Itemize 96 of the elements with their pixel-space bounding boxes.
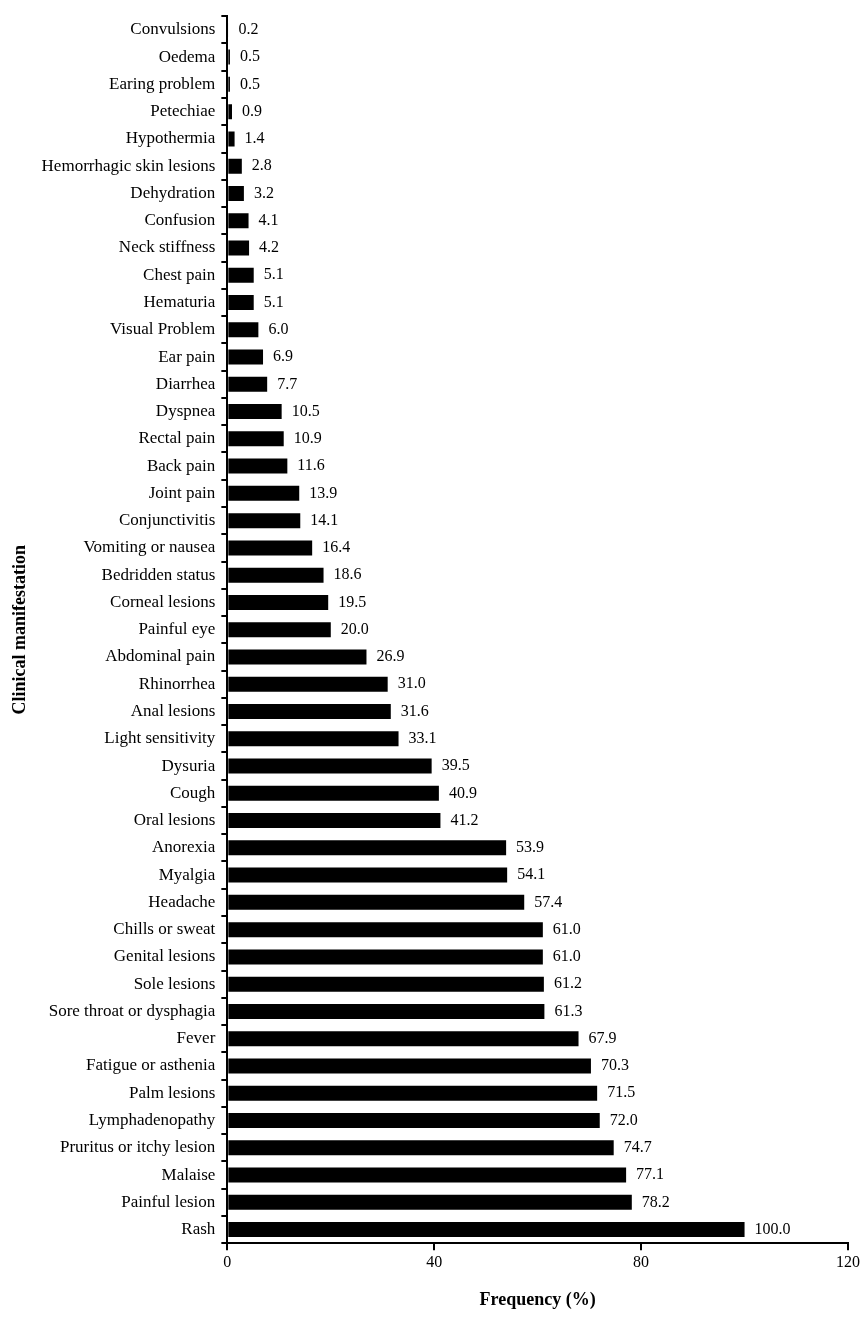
y-axis-title: Clinical manifestation bbox=[9, 544, 30, 715]
y-tick-label: Genital lesions bbox=[113, 946, 216, 966]
data-label: 57.4 bbox=[534, 892, 563, 910]
data-label: 10.5 bbox=[291, 401, 320, 419]
y-tick-label: Conjunctivitis bbox=[119, 510, 216, 530]
y-tick-label: Corneal lesions bbox=[110, 591, 216, 611]
y-tick-label: Petechiae bbox=[150, 101, 216, 121]
y-tick-label: Chest pain bbox=[143, 264, 216, 284]
data-label: 26.9 bbox=[376, 647, 405, 665]
y-tick-label: Anal lesions bbox=[130, 700, 216, 720]
y-tick-label: Diarrhea bbox=[155, 373, 216, 393]
data-label: 18.6 bbox=[333, 565, 362, 583]
y-tick-label: Cough bbox=[170, 782, 216, 802]
data-label: 0.2 bbox=[238, 20, 259, 38]
data-label: 16.4 bbox=[322, 538, 351, 556]
x-tick-label: 0 bbox=[223, 1253, 232, 1270]
data-label: 71.5 bbox=[607, 1083, 636, 1101]
y-tick-label: Neck stiffness bbox=[118, 237, 216, 257]
y-tick-label: Dysuria bbox=[161, 755, 216, 775]
data-label: 4.1 bbox=[258, 210, 279, 228]
x-tick-label: 120 bbox=[836, 1253, 860, 1270]
data-label: 0.5 bbox=[239, 74, 260, 92]
y-tick-label: Rhinorrhea bbox=[138, 673, 216, 693]
data-label: 61.0 bbox=[552, 947, 581, 965]
data-label: 13.9 bbox=[309, 483, 338, 501]
data-label: 14.1 bbox=[310, 510, 339, 528]
data-label: 77.1 bbox=[636, 1165, 665, 1183]
data-label: 19.5 bbox=[338, 592, 367, 610]
data-label: 33.1 bbox=[408, 728, 437, 746]
data-label: 39.5 bbox=[441, 756, 470, 774]
y-tick-label: Confusion bbox=[144, 210, 216, 230]
y-tick-label: Fatigue or asthenia bbox=[85, 1055, 216, 1075]
y-tick-label: Chills or sweat bbox=[113, 919, 216, 939]
y-tick-label: Light sensitivity bbox=[104, 728, 216, 748]
data-label: 100.0 bbox=[754, 1219, 791, 1237]
y-tick-label: Painful eye bbox=[138, 619, 216, 639]
y-tick-label: Palm lesions bbox=[128, 1082, 216, 1102]
data-label: 53.9 bbox=[516, 838, 545, 856]
y-tick-label: Earing problem bbox=[109, 73, 216, 93]
data-label: 31.0 bbox=[397, 674, 426, 692]
data-label: 61.2 bbox=[553, 974, 582, 992]
data-label: 20.0 bbox=[340, 619, 369, 637]
y-tick-label: Visual Problem bbox=[110, 319, 216, 339]
y-tick-label: Hemorrhagic skin lesions bbox=[41, 155, 216, 175]
y-tick-label: Sole lesions bbox=[133, 973, 216, 993]
y-tick-label: Malaise bbox=[161, 1164, 216, 1184]
y-tick-label: Oral lesions bbox=[133, 810, 216, 830]
y-tick-label: Dyspnea bbox=[155, 401, 216, 421]
x-tick-label: 40 bbox=[426, 1253, 443, 1270]
y-tick-label: Anorexia bbox=[152, 837, 216, 857]
y-tick-label: Vomiting or nausea bbox=[83, 537, 216, 557]
y-tick-label: Oedema bbox=[158, 46, 216, 66]
y-tick-label: Headache bbox=[148, 891, 216, 911]
data-label: 74.7 bbox=[623, 1137, 652, 1155]
data-label: 5.1 bbox=[263, 265, 284, 283]
y-tick-label: Ear pain bbox=[158, 346, 216, 366]
y-tick-label: Painful lesion bbox=[121, 1191, 216, 1211]
data-label: 0.9 bbox=[242, 101, 262, 119]
data-label: 4.2 bbox=[259, 238, 280, 256]
data-label: 72.0 bbox=[609, 1110, 638, 1128]
data-label: 54.1 bbox=[517, 865, 546, 883]
data-label: 11.6 bbox=[297, 456, 325, 474]
y-tick-label: Myalgia bbox=[158, 864, 216, 884]
y-tick-label: Bedridden status bbox=[101, 564, 216, 584]
data-label: 10.9 bbox=[293, 429, 322, 447]
y-tick-label: Hypothermia bbox=[125, 128, 216, 148]
data-label: 1.4 bbox=[244, 129, 265, 147]
data-label: 61.0 bbox=[552, 919, 581, 937]
x-axis-title: Frequency (%) bbox=[479, 1288, 596, 1310]
data-label: 3.2 bbox=[253, 183, 274, 201]
data-label: 6.0 bbox=[268, 319, 289, 337]
y-tick-label: Joint pain bbox=[148, 482, 216, 502]
y-tick-label: Hematuria bbox=[143, 291, 216, 311]
data-label: 5.1 bbox=[263, 292, 284, 310]
data-label: 31.6 bbox=[400, 701, 429, 719]
data-label: 61.3 bbox=[554, 1001, 583, 1019]
y-tick-label: Rectal pain bbox=[138, 428, 216, 448]
y-tick-label: Lymphadenopathy bbox=[88, 1109, 216, 1129]
y-tick-label: Pruritus or itchy lesion bbox=[59, 1137, 216, 1157]
y-tick-label: Convulsions bbox=[130, 19, 216, 39]
y-tick-label: Sore throat or dysphagia bbox=[48, 1000, 216, 1020]
y-tick-label: Dehydration bbox=[130, 182, 216, 202]
data-label: 78.2 bbox=[641, 1192, 670, 1210]
data-label: 67.9 bbox=[588, 1028, 617, 1046]
y-tick-label: Fever bbox=[176, 1028, 216, 1048]
y-tick-label: Abdominal pain bbox=[105, 646, 216, 666]
x-tick-label: 80 bbox=[633, 1253, 650, 1270]
data-label: 41.2 bbox=[450, 810, 479, 828]
data-label: 7.7 bbox=[277, 374, 298, 392]
data-label: 2.8 bbox=[251, 156, 272, 174]
data-label: 40.9 bbox=[448, 783, 477, 801]
y-tick-label: Rash bbox=[181, 1219, 216, 1239]
data-label: 70.3 bbox=[600, 1056, 629, 1074]
data-label: 6.9 bbox=[273, 347, 294, 365]
data-label: 0.5 bbox=[239, 47, 260, 65]
y-tick-label: Back pain bbox=[146, 455, 216, 475]
